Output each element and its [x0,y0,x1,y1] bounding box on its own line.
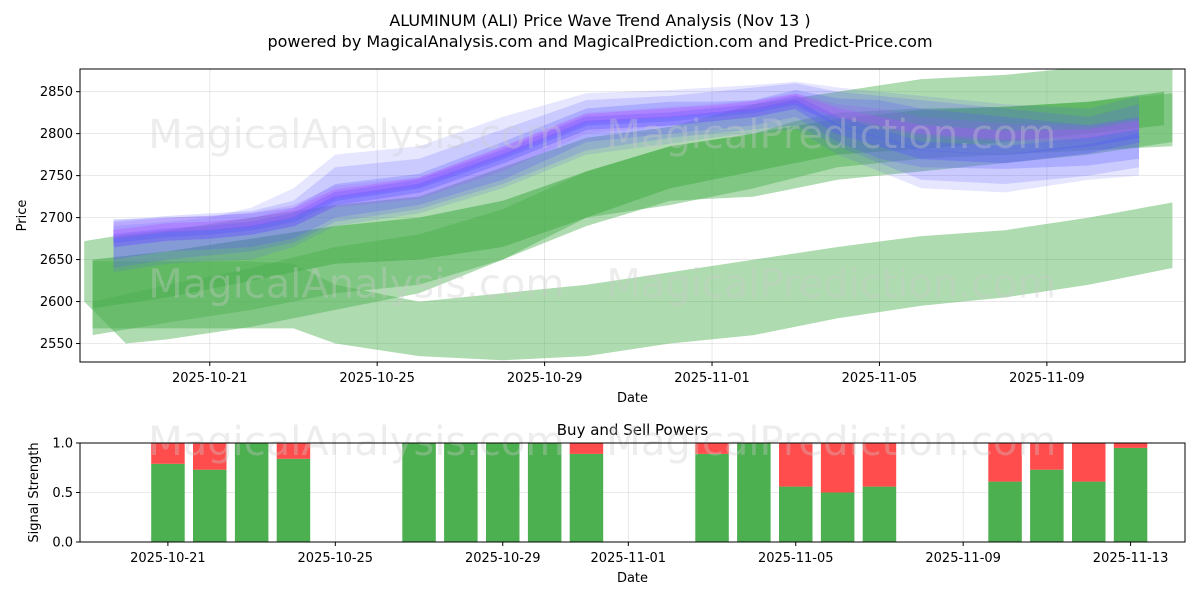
price-y-tick-label: 2750 [40,169,73,184]
purple-line-1 [112,93,1140,239]
buy-power-bar [276,458,311,542]
buy-power-bar [1113,447,1148,542]
price-panel: MagicalAnalysis.com MagicalPrediction.com… [15,68,1186,406]
price-bands [84,69,1173,361]
signal-x-tick-label: 2025-10-25 [298,551,374,566]
green-band-4 [92,93,1173,336]
buy-power-bar [988,481,1022,542]
signal-panel: Buy and Sell Powers MagicalAnalysis.com M… [27,419,1186,586]
signal-panel-title: Buy and Sell Powers [557,421,709,439]
price-x-tick-label: 2025-11-09 [1009,371,1085,386]
sell-power-bar [276,443,311,459]
price-x-tick-label: 2025-10-21 [172,371,248,386]
signal-x-tick-label: 2025-11-01 [591,551,667,566]
price-y-tick-label: 2800 [40,127,73,142]
chart-subtitle: powered by MagicalAnalysis.com and Magic… [267,32,932,51]
signal-x-axis-label: Date [617,571,648,586]
price-y-tick-label: 2850 [40,85,73,100]
buy-power-bar [862,486,897,542]
price-watermarks: MagicalAnalysis.com MagicalPrediction.com… [148,112,1056,307]
sell-power-bar [820,443,855,493]
sell-power-bar [862,443,897,487]
signal-y-tick-label: 0.0 [52,536,73,551]
sell-power-bar [779,443,813,487]
chart-title: ALUMINUM (ALI) Price Wave Trend Analysis… [389,11,810,30]
buy-power-bar [820,492,855,542]
blue-line-2 [112,99,1140,248]
sell-power-bar [988,443,1022,482]
signal-x-tick-label: 2025-10-21 [130,551,206,566]
sell-power-bar [1030,443,1064,470]
price-x-tick-label: 2025-11-05 [842,371,918,386]
buy-power-bar [1030,469,1064,542]
price-x-tick-label: 2025-10-25 [339,371,415,386]
price-y-ticks: 2550 2600 2650 2700 2750 2800 2850 [40,85,80,352]
buy-power-bar [444,443,478,542]
green-band-3 [84,69,1173,344]
buy-power-bar [486,443,520,542]
buy-power-bar [569,453,604,542]
green-band-2 [92,202,1173,361]
sell-power-bar [1072,443,1106,482]
price-x-tick-label: 2025-11-01 [674,371,750,386]
price-plot-frame [79,68,1186,363]
blue-band-2 [113,83,1139,268]
buy-power-bar [234,443,269,542]
watermark-text: MagicalPrediction.com [606,112,1056,158]
buy-power-bar [527,443,562,542]
sell-power-bar [695,443,729,454]
signal-watermarks: MagicalAnalysis.com MagicalPrediction.com [148,419,1056,465]
watermark-text: MagicalAnalysis.com [148,419,564,465]
price-y-tick-label: 2650 [40,253,73,268]
blue-band-3 [113,81,1139,273]
buy-power-bar [695,453,729,542]
sell-power-bar [569,443,604,454]
sell-power-bar [193,443,227,470]
sell-power-bar [1113,443,1148,448]
buy-power-bar [779,486,813,542]
signal-x-tick-label: 2025-11-09 [925,551,1001,566]
price-y-tick-label: 2700 [40,211,73,226]
sell-power-bar [151,443,185,464]
signal-x-tick-label: 2025-10-29 [465,551,541,566]
signal-x-ticks: 2025-10-21 2025-10-25 2025-10-29 2025-11-01… [130,542,1168,566]
signal-y-axis-label: Signal Strength [27,442,42,542]
signal-bars [151,443,1148,542]
signal-x-tick-label: 2025-11-05 [758,551,834,566]
price-y-tick-label: 2600 [40,295,73,310]
buy-power-bar [151,463,185,542]
signal-y-ticks: 0.0 0.5 1.0 [52,437,80,551]
price-trend-lines [112,93,1140,248]
watermark-text: MagicalPrediction.com [606,419,1056,465]
buy-power-bar [193,469,227,542]
buy-power-bar [1072,481,1106,542]
buy-power-bar [737,443,771,542]
blue-line-1 [113,95,1140,244]
price-x-axis-label: Date [617,391,648,406]
signal-y-tick-label: 0.5 [52,486,73,501]
blue-band-1 [113,90,1139,260]
watermark-text: MagicalPrediction.com [606,262,1056,308]
price-x-tick-label: 2025-10-29 [507,371,583,386]
watermark-text: MagicalAnalysis.com [148,112,564,158]
price-y-axis-label: Price [15,200,30,232]
price-y-tick-label: 2550 [40,337,73,352]
signal-y-tick-label: 1.0 [52,437,73,452]
green-band-1 [92,91,1165,309]
price-x-ticks: 2025-10-21 2025-10-25 2025-10-29 2025-11-01… [172,362,1085,386]
buy-power-bar [402,443,436,542]
purple-band-1 [113,93,1139,247]
signal-x-tick-label: 2025-11-13 [1093,551,1169,566]
watermark-text: MagicalAnalysis.com [148,262,564,308]
